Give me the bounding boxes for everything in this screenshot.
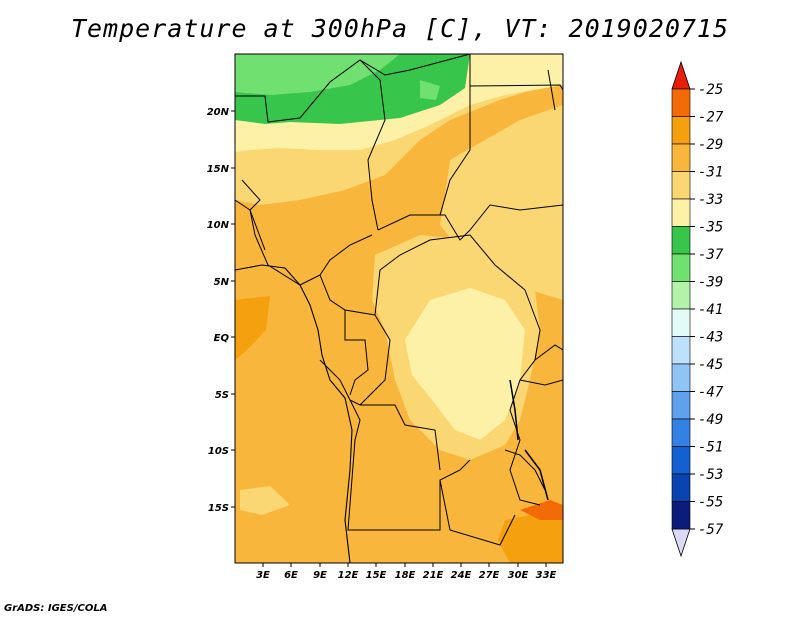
colorbar-swatch	[671, 446, 691, 475]
lat-label-15n: 15N	[207, 164, 230, 175]
colorbar-label: -29	[698, 137, 723, 153]
lon-label-6e: 6E	[284, 570, 298, 581]
field-core-33	[405, 288, 525, 440]
colorbar-bottom-arrow	[671, 528, 691, 558]
colorbar-label: -47	[698, 385, 724, 401]
colorbar-label: -37	[698, 247, 724, 263]
lat-label-10n: 10N	[207, 220, 230, 231]
lat-label-eq: EQ	[214, 333, 230, 344]
colorbar-label: -53	[698, 467, 723, 483]
lon-label-3e: 3E	[256, 570, 270, 581]
map-title: Temperature at 300hPa [C], VT: 201902071…	[70, 14, 730, 43]
lon-label-15e: 15E	[366, 570, 387, 581]
colorbar-label: -57	[698, 522, 724, 538]
colorbar-label: -27	[698, 110, 724, 126]
lake-malawi	[524, 449, 549, 501]
country-borders	[235, 54, 563, 546]
colorbar-swatch	[671, 473, 691, 502]
colorbar: -25 -27 -29 -31 -33 -35 -37 -39 -41 -43 -45 -47 -49 -…	[671, 60, 724, 558]
temperature-field	[235, 54, 563, 563]
colorbar-swatch	[671, 336, 691, 365]
colorbar-swatch	[671, 363, 691, 392]
lat-label-20n: 20N	[207, 107, 230, 118]
colorbar-swatch	[671, 501, 691, 530]
longitude-axis: 3E 6E 9E 12E 15E 18E 21E 24E 27E 30E 33E	[256, 563, 557, 581]
lon-label-12e: 12E	[338, 570, 359, 581]
lake-tanganyika	[509, 379, 519, 441]
colorbar-swatch	[671, 226, 691, 255]
field-patch-27-southeast	[498, 512, 563, 563]
colorbar-swatch	[671, 88, 691, 117]
atlantic-coastline	[235, 264, 353, 563]
lon-label-27e: 27E	[479, 570, 500, 581]
colorbar-label: -39	[698, 275, 723, 291]
colorbar-label: -45	[698, 357, 723, 373]
lon-label-9e: 9E	[313, 570, 327, 581]
lat-label-10s: 10S	[208, 446, 229, 457]
colorbar-swatch	[671, 281, 691, 310]
colorbar-label: -49	[698, 412, 723, 428]
field-band-39	[235, 54, 400, 95]
red-sea-coast	[547, 69, 556, 111]
field-patch-39-small	[420, 80, 440, 100]
colorbar-swatch	[671, 116, 691, 145]
colorbar-label: -43	[698, 330, 723, 346]
colorbar-label: -35	[698, 220, 723, 236]
lat-label-15s: 15S	[208, 503, 229, 514]
colorbar-label: -51	[698, 440, 723, 456]
lon-label-18e: 18E	[395, 570, 416, 581]
colorbar-swatch	[671, 308, 691, 337]
colorbar-label: -25	[698, 82, 723, 98]
colorbar-label: -33	[698, 192, 723, 208]
colorbar-swatch	[671, 171, 691, 200]
colorbar-swatch	[671, 391, 691, 420]
lon-label-33e: 33E	[536, 570, 557, 581]
colorbar-swatch	[671, 143, 691, 172]
colorbar-swatch	[671, 198, 691, 227]
field-patch-25-southeast	[520, 500, 563, 520]
latitude-axis: 20N 15N 10N 5N EQ 5S 10S 15S	[207, 107, 235, 514]
grads-credit: GrADS: IGES/COLA	[4, 603, 108, 614]
field-patch-31-southwest	[240, 486, 290, 515]
colorbar-swatch	[671, 253, 691, 282]
lat-label-5s: 5S	[215, 390, 229, 401]
colorbar-top-arrow	[671, 60, 691, 90]
lat-label-5n: 5N	[214, 277, 230, 288]
map-frame	[234, 53, 564, 564]
colorbar-label: -31	[698, 165, 723, 181]
lon-label-30e: 30E	[508, 570, 529, 581]
lon-label-21e: 21E	[423, 570, 444, 581]
lon-label-24e: 24E	[451, 570, 472, 581]
colorbar-label: -55	[698, 495, 723, 511]
field-patch-27-west	[235, 296, 270, 360]
colorbar-label: -41	[698, 302, 723, 318]
colorbar-swatch	[671, 418, 691, 447]
